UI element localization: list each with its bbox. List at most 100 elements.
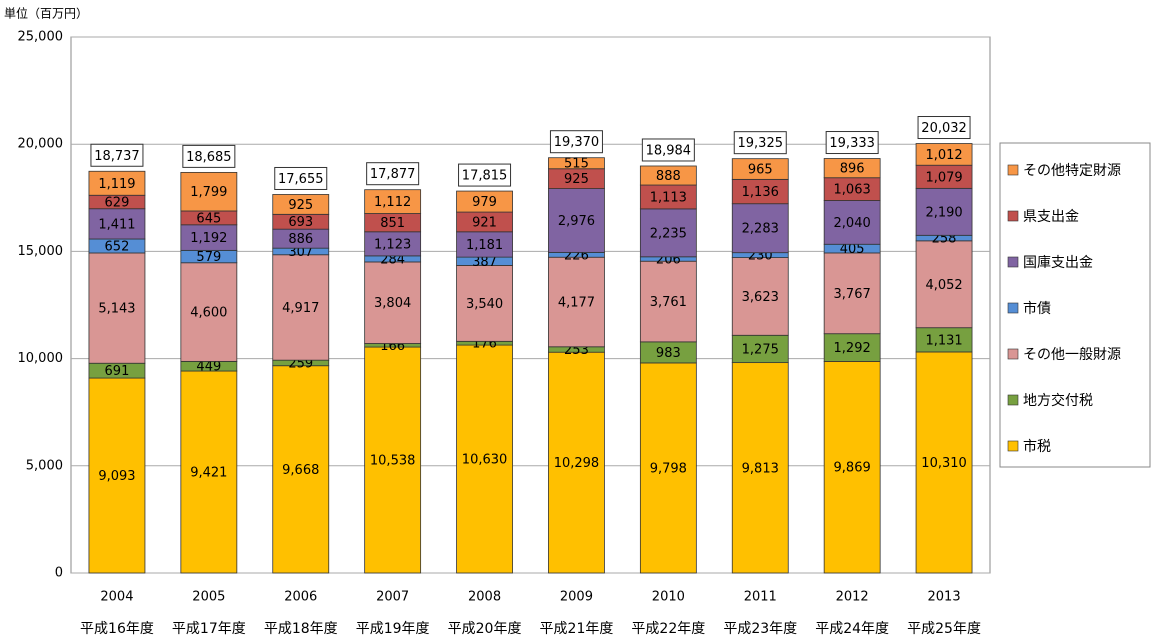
bar-segment [548, 256, 605, 348]
value-label: 925 [288, 198, 313, 213]
value-label: 9,798 [650, 461, 687, 476]
era-label: 平成17年度 [172, 621, 246, 636]
total-box [641, 138, 695, 162]
value-label: 10,298 [554, 456, 600, 471]
value-label: 1,799 [190, 185, 227, 200]
total-label: 18,685 [186, 150, 232, 165]
value-label: 1,411 [98, 217, 135, 232]
legend-swatch [1007, 440, 1019, 452]
bar-segment [456, 190, 513, 213]
value-label: 10,310 [921, 456, 967, 471]
bar-segment [639, 208, 697, 258]
bar-segment [731, 158, 789, 180]
total-box [182, 144, 236, 168]
y-tick-label: 15,000 [18, 244, 64, 259]
bar-segment [915, 327, 973, 353]
y-unit: 単位（百万円） [4, 6, 88, 21]
value-label: 691 [105, 364, 130, 379]
value-label: 10,630 [462, 453, 508, 468]
total-label: 17,655 [278, 172, 324, 187]
value-label: 9,421 [190, 466, 227, 481]
bar-segment [180, 171, 238, 212]
value-label: 1,275 [742, 342, 779, 357]
legend-swatch [1007, 164, 1019, 176]
value-label: 515 [564, 157, 589, 172]
era-label: 平成19年度 [356, 621, 430, 636]
era-label: 平成24年度 [815, 621, 889, 636]
bar-segment [88, 208, 146, 240]
value-label: 1,063 [834, 183, 871, 198]
value-label: 4,600 [190, 306, 227, 321]
value-label: 979 [472, 195, 497, 210]
legend-box [999, 142, 1151, 468]
value-label: 1,192 [190, 231, 227, 246]
legend-label: 国庫支出金 [1023, 254, 1093, 271]
bar-segment [548, 351, 605, 574]
total-box [274, 166, 328, 190]
value-label: 1,131 [925, 333, 962, 348]
bar-segment [915, 187, 973, 236]
era-label: 平成22年度 [631, 621, 705, 636]
bar-segment [548, 188, 605, 253]
value-label: 387 [472, 255, 497, 270]
total-label: 19,325 [738, 136, 784, 151]
value-label: 5,143 [98, 302, 135, 317]
value-label: 1,292 [834, 341, 871, 356]
y-tick-label: 5,000 [26, 458, 63, 473]
value-label: 4,917 [282, 301, 319, 316]
value-label: 10,538 [370, 454, 416, 469]
y-tick-label: 10,000 [18, 351, 64, 366]
total-label: 17,877 [370, 167, 416, 182]
bar-segment [823, 252, 881, 335]
x-tick-label: 2011 [744, 590, 777, 605]
value-label: 645 [196, 211, 221, 226]
bar-segment [823, 200, 881, 245]
value-label: 652 [105, 239, 130, 254]
bar-segment [915, 240, 973, 329]
value-label: 1,012 [925, 148, 962, 163]
x-tick-label: 2005 [192, 590, 225, 605]
value-label: 921 [472, 215, 497, 230]
bar-segment [823, 333, 881, 362]
value-label: 629 [105, 195, 130, 210]
value-label: 3,623 [742, 290, 779, 305]
bar-segment [272, 194, 330, 215]
era-label: 平成18年度 [264, 621, 338, 636]
era-label: 平成20年度 [448, 621, 522, 636]
total-label: 18,984 [646, 143, 692, 158]
total-box [825, 131, 879, 155]
bar-segment [364, 261, 422, 344]
legend-swatch [1007, 302, 1019, 314]
value-label: 2,283 [742, 222, 779, 237]
total-box [917, 116, 971, 140]
legend-swatch [1007, 256, 1019, 268]
bar-segment [731, 203, 789, 254]
bar-segment [88, 170, 146, 196]
x-tick-label: 2004 [100, 590, 133, 605]
value-label: 4,052 [925, 278, 962, 293]
total-box [733, 131, 787, 155]
value-label: 886 [288, 232, 313, 247]
total-label: 19,370 [554, 135, 600, 150]
bar-segment [364, 231, 422, 257]
bar-segment [364, 346, 422, 574]
bar-segment [823, 158, 881, 179]
bar-segment [272, 254, 330, 361]
era-label: 平成25年度 [907, 621, 981, 636]
value-label: 3,540 [466, 297, 503, 312]
value-label: 896 [840, 162, 865, 177]
value-label: 307 [288, 245, 313, 260]
x-tick-label: 2010 [652, 590, 685, 605]
x-tick-label: 2007 [376, 590, 409, 605]
bar-segment [548, 157, 605, 170]
value-label: 4,177 [558, 296, 595, 311]
value-label: 925 [564, 172, 589, 187]
value-label: 9,813 [742, 461, 779, 476]
legend-label: 県支出金 [1023, 209, 1079, 225]
value-label: 9,668 [282, 463, 319, 478]
value-label: 9,093 [98, 469, 135, 484]
legend-label: 市税 [1023, 438, 1051, 455]
total-box [458, 163, 512, 187]
era-label: 平成23年度 [723, 621, 797, 636]
